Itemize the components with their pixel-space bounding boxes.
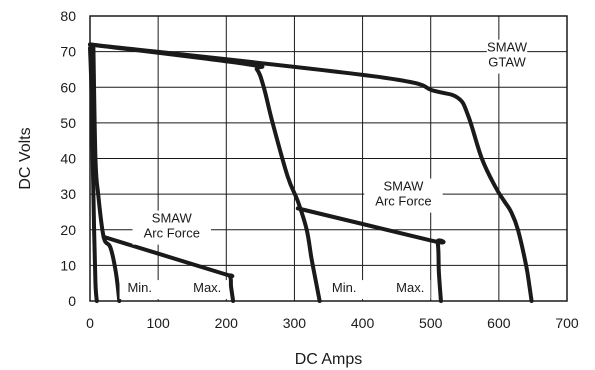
annotation-max-left: Max. bbox=[187, 280, 228, 300]
annotation-text: SMAW bbox=[383, 179, 424, 194]
annotation-bg bbox=[323, 280, 365, 300]
annotation-min-right: Min. bbox=[323, 280, 365, 300]
y-tick-label: 50 bbox=[60, 115, 76, 131]
annotation-text: Min. bbox=[332, 280, 357, 295]
annotation-min-left: Min. bbox=[119, 280, 160, 300]
y-tick-label: 80 bbox=[60, 8, 76, 24]
y-tick-labels: 0 10 20 30 40 50 60 70 80 bbox=[60, 8, 76, 309]
x-tick-label: 300 bbox=[283, 315, 307, 331]
curve-1 bbox=[88, 46, 99, 303]
y-tick-label: 30 bbox=[60, 186, 76, 202]
curves bbox=[88, 42, 534, 303]
x-tick-label: 500 bbox=[419, 315, 443, 331]
annotation-max-right: Max. bbox=[390, 280, 431, 300]
x-tick-label: 600 bbox=[487, 315, 511, 331]
y-tick-label: 20 bbox=[60, 222, 76, 238]
annotation-text: GTAW bbox=[488, 55, 526, 70]
annotation-text: Arc Force bbox=[144, 226, 200, 241]
x-tick-label: 700 bbox=[555, 315, 579, 331]
annotation-text: SMAW bbox=[487, 40, 528, 55]
annotation-text: Min. bbox=[127, 280, 152, 295]
plot-frame bbox=[89, 15, 568, 302]
y-axis-title: DC Volts bbox=[17, 127, 34, 189]
annotation-bg bbox=[486, 39, 528, 74]
x-tick-labels: 0 100 200 300 400 500 600 700 bbox=[86, 315, 579, 331]
y-tick-label: 0 bbox=[68, 293, 76, 309]
annotation-bg bbox=[390, 280, 431, 300]
annotation-bg bbox=[364, 178, 443, 213]
y-tick-label: 70 bbox=[60, 44, 76, 60]
x-tick-label: 0 bbox=[86, 315, 94, 331]
annotation-bg bbox=[132, 210, 211, 245]
annotation-text: SMAW bbox=[152, 211, 193, 226]
annotation-text: Max. bbox=[396, 280, 424, 295]
curve-5 bbox=[295, 206, 446, 303]
x-axis-title: DC Amps bbox=[295, 351, 363, 368]
y-tick-label: 10 bbox=[60, 257, 76, 273]
x-tick-label: 200 bbox=[215, 315, 239, 331]
x-tick-label: 400 bbox=[351, 315, 375, 331]
curve-6 bbox=[88, 42, 534, 303]
y-tick-label: 40 bbox=[60, 151, 76, 167]
annotation-text: Max. bbox=[193, 280, 221, 295]
curve-4 bbox=[88, 42, 322, 303]
curve-2 bbox=[91, 46, 122, 303]
x-tick-label: 100 bbox=[146, 315, 170, 331]
curve-3 bbox=[101, 234, 236, 303]
annotation-bg bbox=[119, 280, 160, 300]
y-tick-label: 60 bbox=[60, 79, 76, 95]
annotation-text: Arc Force bbox=[375, 194, 431, 209]
annotation-bg bbox=[187, 280, 228, 300]
